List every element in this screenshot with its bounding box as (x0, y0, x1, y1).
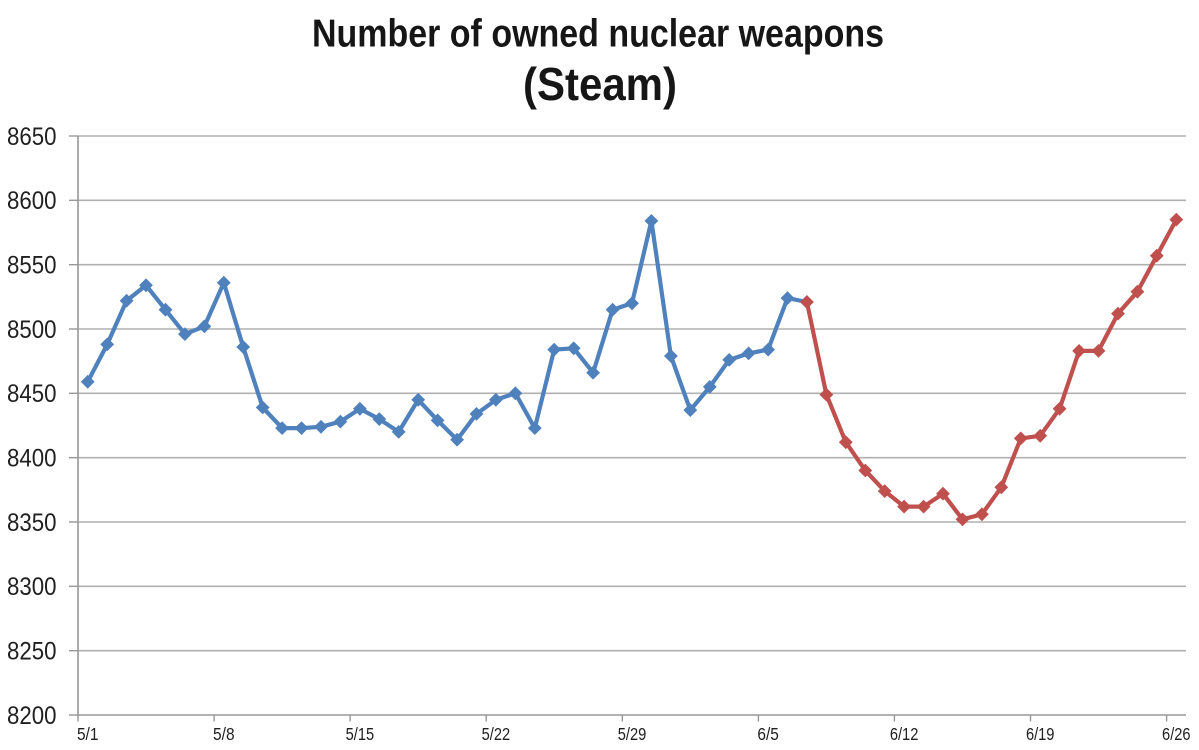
svg-text:6/19: 6/19 (1026, 724, 1055, 744)
svg-text:8450: 8450 (7, 380, 57, 408)
svg-text:(Steam): (Steam) (523, 58, 677, 110)
svg-text:8200: 8200 (7, 702, 57, 730)
svg-text:Number of owned nuclear weapon: Number of owned nuclear weapons (312, 13, 884, 56)
svg-text:8550: 8550 (7, 252, 57, 280)
svg-text:8650: 8650 (7, 123, 57, 151)
svg-text:5/8: 5/8 (213, 724, 235, 744)
svg-text:8500: 8500 (7, 316, 57, 344)
svg-text:5/15: 5/15 (346, 724, 375, 744)
svg-text:5/1: 5/1 (77, 724, 99, 744)
svg-text:8600: 8600 (7, 187, 57, 215)
svg-text:6/12: 6/12 (890, 724, 919, 744)
svg-text:5/29: 5/29 (618, 724, 647, 744)
svg-text:8400: 8400 (7, 445, 57, 473)
svg-text:6/26: 6/26 (1162, 724, 1191, 744)
svg-text:8300: 8300 (7, 573, 57, 601)
svg-text:8250: 8250 (7, 638, 57, 666)
svg-text:5/22: 5/22 (482, 724, 511, 744)
svg-text:8350: 8350 (7, 509, 57, 537)
svg-text:6/5: 6/5 (757, 724, 779, 744)
